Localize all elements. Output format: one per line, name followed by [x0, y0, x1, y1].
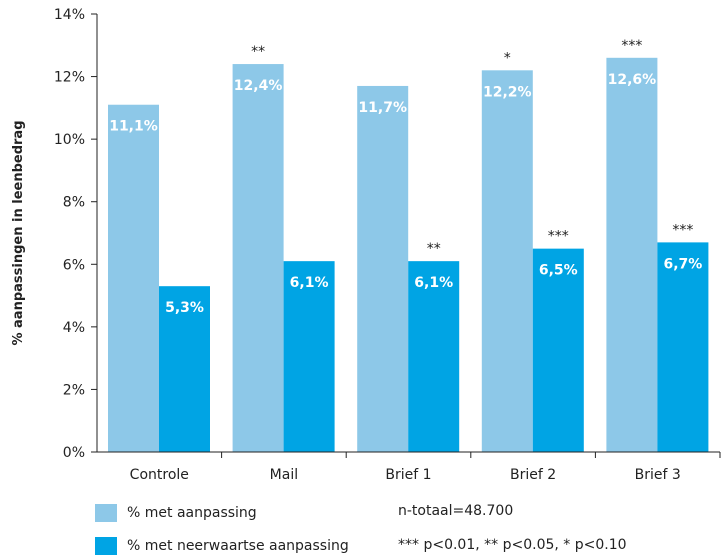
y-tick-label: 2% [63, 382, 85, 398]
y-tick-label: 4% [63, 320, 85, 336]
significance-key-note: *** p<0.01, ** p<0.05, * p<0.10 [398, 537, 627, 553]
bar [357, 85, 409, 452]
bar [408, 261, 460, 452]
legend-label-aanpassing: % met aanpassing [127, 505, 257, 521]
data-label: 6,1% [414, 275, 453, 291]
significance-marker: ** [251, 44, 265, 60]
y-tick-label: 8% [63, 195, 85, 211]
sample-size-note: n-totaal=48.700 [398, 503, 514, 519]
data-label: 11,7% [358, 100, 407, 116]
bar [532, 248, 584, 452]
legend-swatch-neerwaarts [95, 537, 117, 555]
data-label: 12,6% [608, 72, 657, 88]
y-tick-label: 10% [54, 132, 85, 148]
bar [283, 261, 335, 452]
significance-marker: *** [548, 229, 569, 245]
significance-marker: *** [672, 222, 693, 238]
bar [606, 57, 658, 453]
y-axis-label: % aanpassingen in leenbedrag [11, 120, 26, 345]
x-tick-label: Brief 1 [385, 467, 431, 483]
legend-swatch-aanpassing [95, 504, 117, 522]
y-tick-label: 14% [54, 7, 85, 23]
data-label: 6,1% [290, 275, 329, 291]
significance-marker: * [504, 50, 511, 66]
x-tick-label: Brief 3 [635, 467, 681, 483]
bar [159, 286, 210, 452]
data-label: 6,5% [539, 263, 578, 279]
data-label: 12,2% [483, 84, 532, 100]
bar [232, 64, 284, 453]
y-tick-label: 12% [54, 70, 85, 86]
bar [481, 70, 533, 453]
bar [108, 104, 159, 452]
x-tick-label: Brief 2 [510, 467, 556, 483]
x-tick-label: Controle [130, 467, 189, 483]
bar [657, 242, 709, 452]
significance-marker: *** [621, 38, 642, 54]
x-tick-label: Mail [270, 467, 298, 483]
bar-chart: % aanpassingen in leenbedrag 11,1% 5,3% 12… [11, 7, 721, 483]
data-label: 6,7% [663, 256, 702, 272]
y-tick-label: 0% [63, 445, 85, 461]
data-label: 5,3% [165, 300, 204, 316]
legend-label-neerwaarts: % met neerwaartse aanpassing [127, 538, 349, 554]
data-label: 11,1% [109, 119, 158, 135]
legend-item-aanpassing: % met aanpassing [95, 504, 257, 522]
y-tick-label: 6% [63, 257, 85, 273]
legend-item-neerwaarts: % met neerwaartse aanpassing [95, 537, 349, 555]
significance-marker: ** [427, 241, 441, 257]
data-label: 12,4% [234, 78, 283, 94]
